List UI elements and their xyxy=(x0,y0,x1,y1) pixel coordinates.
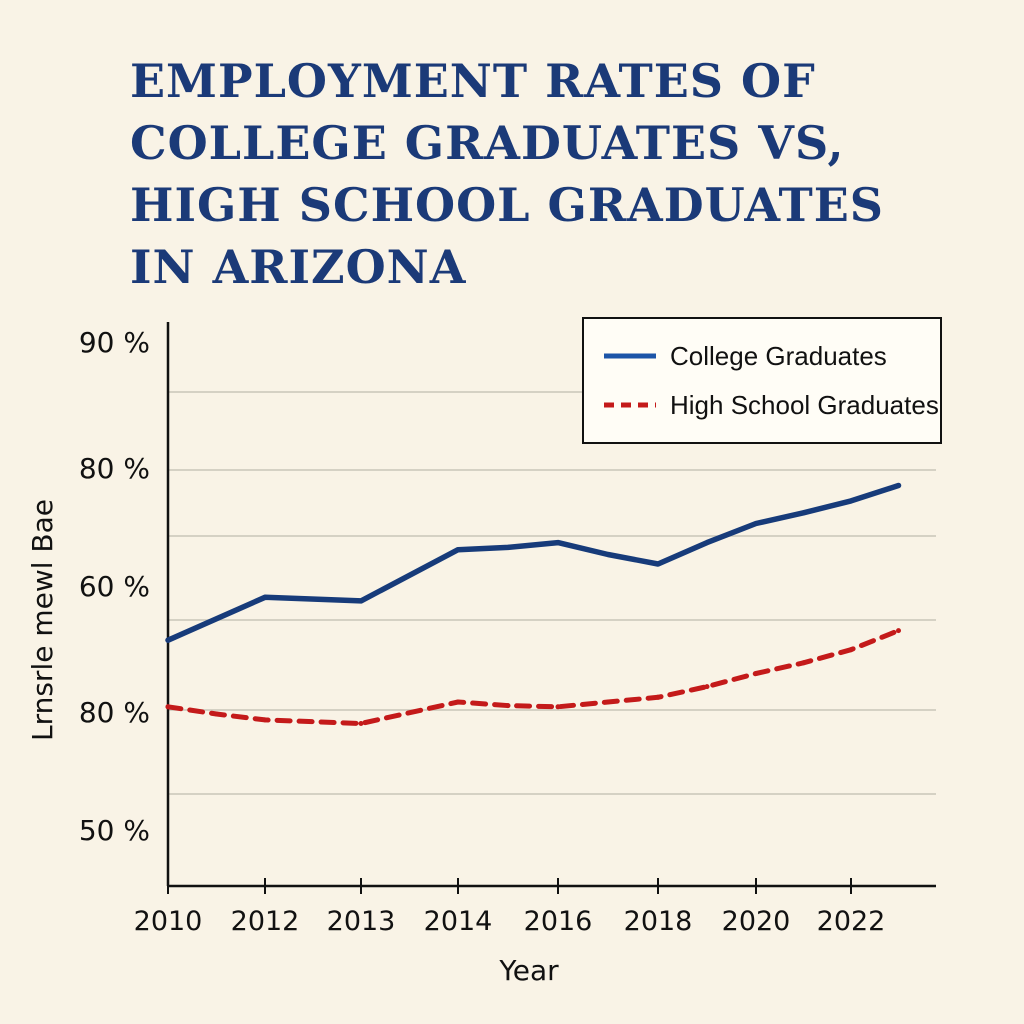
series-layer xyxy=(165,482,902,726)
y-tick-label: 80 % xyxy=(79,452,150,485)
y-tick-label: 80 % xyxy=(79,696,150,729)
chart-title-line: COLLEGE GRADUATES VS, xyxy=(130,116,845,170)
y-tick-label: 60 % xyxy=(79,570,150,603)
data-point xyxy=(605,699,611,705)
x-tick-label: 2012 xyxy=(231,906,300,937)
data-point xyxy=(214,711,219,717)
data-point xyxy=(165,637,171,643)
axes xyxy=(166,322,936,888)
data-point xyxy=(262,594,268,600)
data-point xyxy=(505,703,511,709)
y-tick-label: 90 % xyxy=(79,326,150,359)
x-tick-labels: 2010 2012 2013 2014 2016 2018 2020 2022 xyxy=(134,878,886,937)
legend-box xyxy=(582,317,942,444)
legend-label-college: College Graduates xyxy=(670,341,887,371)
data-point xyxy=(605,552,611,557)
series-line-high-school-graduates xyxy=(165,628,901,726)
data-point xyxy=(753,671,759,676)
data-point xyxy=(358,598,364,604)
chart-title-line: EMPLOYMENT RATES OF xyxy=(130,54,816,108)
data-point xyxy=(455,547,461,553)
data-point xyxy=(358,721,364,726)
data-point xyxy=(801,660,806,666)
data-point xyxy=(655,561,661,567)
data-point xyxy=(896,483,901,488)
data-point xyxy=(262,717,268,723)
data-point xyxy=(704,540,710,546)
data-point xyxy=(505,544,511,550)
y-axis-label: Lrnsrle mewl Bae xyxy=(26,499,59,741)
data-point xyxy=(455,699,461,705)
data-point xyxy=(848,647,854,653)
data-point xyxy=(896,628,901,634)
legend-label-high-school: High School Graduates xyxy=(670,390,939,420)
x-tick-label: 2020 xyxy=(722,906,791,937)
data-point xyxy=(848,498,854,504)
data-point xyxy=(704,684,710,690)
legend: College Graduates High School Graduates xyxy=(582,317,942,444)
x-tick-label: 2013 xyxy=(327,906,396,937)
series-line-college-graduates xyxy=(165,482,902,643)
gridlines xyxy=(168,391,936,795)
data-point xyxy=(555,704,561,710)
y-tick-label: 50 % xyxy=(79,814,150,847)
y-tick-labels: 90 % 80 % 60 % 80 % 50 % xyxy=(79,326,150,847)
chart-title-line: IN ARIZONA xyxy=(130,240,467,294)
data-point xyxy=(753,521,759,526)
data-point xyxy=(555,540,561,546)
chart-title: EMPLOYMENT RATES OF COLLEGE GRADUATES VS… xyxy=(130,50,990,298)
x-tick-label: 2016 xyxy=(524,906,593,937)
data-point xyxy=(801,510,806,516)
data-point xyxy=(655,694,661,700)
x-tick-label: 2022 xyxy=(817,906,886,937)
x-tick-label: 2018 xyxy=(624,906,693,937)
chart-title-line: HIGH SCHOOL GRADUATES xyxy=(130,178,885,232)
x-axis-label: Year xyxy=(498,954,559,987)
data-point xyxy=(165,704,171,710)
x-tick-label: 2014 xyxy=(424,906,493,937)
x-tick-label: 2010 xyxy=(134,906,203,937)
